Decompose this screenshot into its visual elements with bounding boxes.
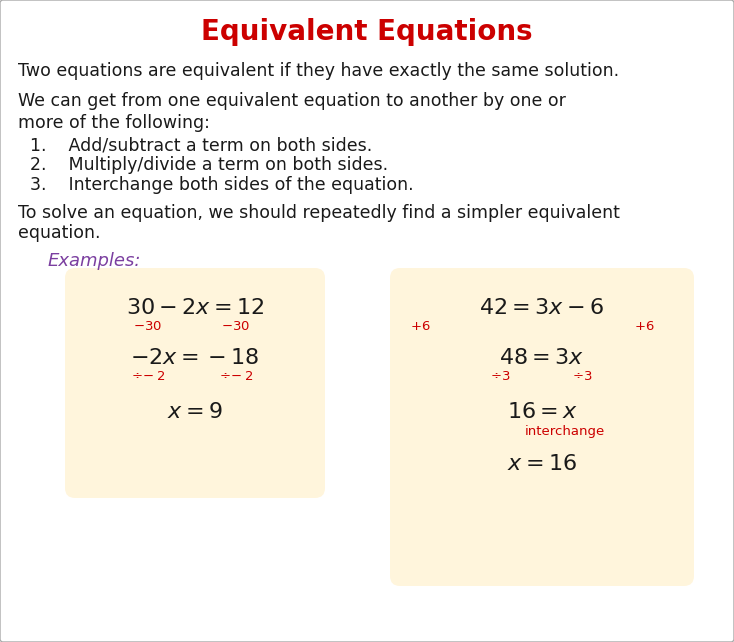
Text: $\div\!-2$: $\div\!-2$ [131, 370, 165, 383]
Text: $-30$: $-30$ [222, 320, 250, 333]
Text: 2.    Multiply/divide a term on both sides.: 2. Multiply/divide a term on both sides. [30, 156, 388, 174]
Text: $\div3$: $\div3$ [572, 370, 592, 383]
Text: Equivalent Equations: Equivalent Equations [201, 18, 533, 46]
Text: $+6$: $+6$ [410, 320, 430, 333]
Text: $+6$: $+6$ [633, 320, 654, 333]
Text: interchange: interchange [525, 426, 605, 438]
Text: $-30$: $-30$ [134, 320, 162, 333]
Text: To solve an equation, we should repeatedly find a simpler equivalent: To solve an equation, we should repeated… [18, 204, 620, 222]
Text: Examples:: Examples: [48, 252, 142, 270]
FancyBboxPatch shape [390, 268, 694, 586]
Text: $48=3x$: $48=3x$ [499, 348, 584, 368]
Text: $30-2x=12$: $30-2x=12$ [126, 298, 264, 318]
Text: more of the following:: more of the following: [18, 114, 210, 132]
Text: 3.    Interchange both sides of the equation.: 3. Interchange both sides of the equatio… [30, 176, 414, 194]
Text: We can get from one equivalent equation to another by one or: We can get from one equivalent equation … [18, 92, 566, 110]
FancyBboxPatch shape [65, 268, 325, 498]
Text: 1.    Add/subtract a term on both sides.: 1. Add/subtract a term on both sides. [30, 136, 372, 154]
Text: $42=3x-6$: $42=3x-6$ [479, 298, 605, 318]
Text: $16=x$: $16=x$ [506, 402, 578, 422]
Text: Two equations are equivalent if they have exactly the same solution.: Two equations are equivalent if they hav… [18, 62, 619, 80]
Text: $x=9$: $x=9$ [167, 402, 223, 422]
Text: $\div\!-2$: $\div\!-2$ [219, 370, 253, 383]
Text: equation.: equation. [18, 224, 101, 242]
Text: $x=16$: $x=16$ [507, 454, 577, 474]
Text: $-2x=-18$: $-2x=-18$ [131, 348, 260, 368]
Text: $\div3$: $\div3$ [490, 370, 510, 383]
